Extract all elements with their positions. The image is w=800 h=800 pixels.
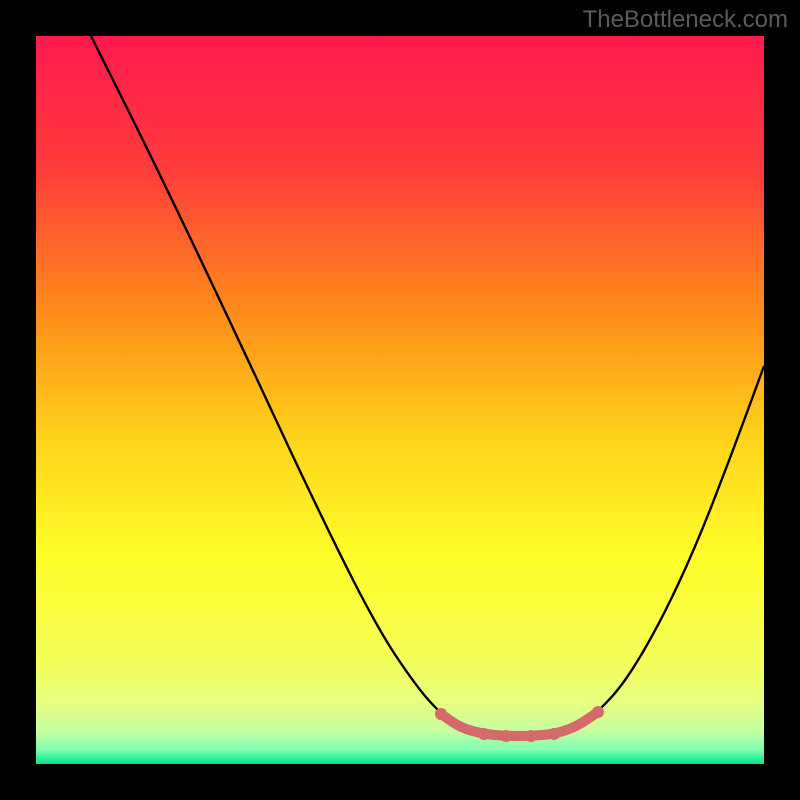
flat-segment-dot [478, 728, 490, 740]
flat-segment-dot [435, 708, 447, 720]
flat-segment-dot [500, 730, 512, 742]
chart-svg [0, 0, 800, 800]
chart-container: TheBottleneck.com [0, 0, 800, 800]
flat-segment-dot [525, 730, 537, 742]
flat-segment-dot [548, 728, 560, 740]
flat-segment-dot [592, 706, 604, 718]
watermark-text: TheBottleneck.com [583, 6, 788, 34]
